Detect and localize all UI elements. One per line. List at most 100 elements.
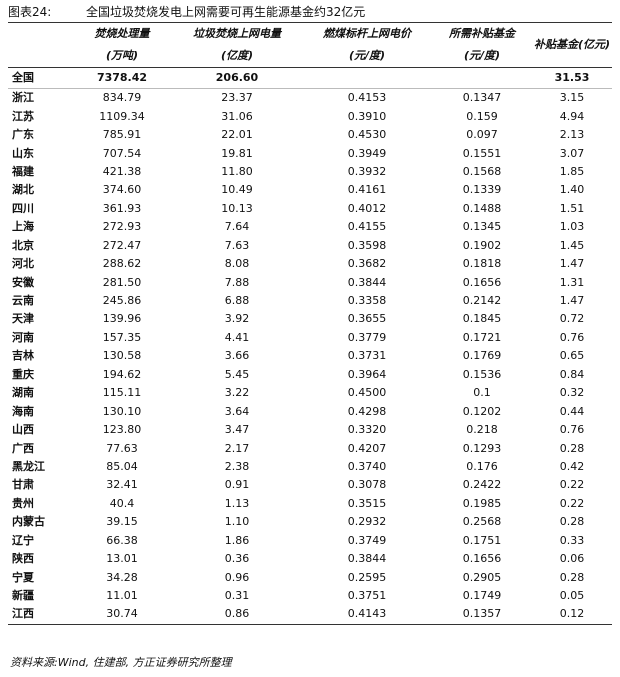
region-name: 新疆 <box>12 589 34 603</box>
cell-value: 834.79 <box>102 91 142 105</box>
region-name: 内蒙古 <box>12 515 45 529</box>
cell-value: 0.1551 <box>462 146 502 160</box>
cell-value: 0.2568 <box>462 515 502 529</box>
cell-value: 0.42 <box>559 459 585 473</box>
region-name: 山西 <box>12 423 34 437</box>
table-row: 甘肃 32.41 0.91 0.3078 0.2422 0.22 <box>8 476 612 494</box>
cell-value: 0.1721 <box>462 330 502 344</box>
cell-value: 0.3740 <box>347 459 387 473</box>
cell-value: 123.80 <box>102 423 142 437</box>
cell-value: 0.3964 <box>347 367 387 381</box>
cell-value: 1.03 <box>559 220 585 234</box>
table-row: 陕西 13.01 0.36 0.3844 0.1656 0.06 <box>8 550 612 568</box>
cell-value: 32.41 <box>106 478 138 492</box>
cell-value: 0.1568 <box>462 164 502 178</box>
cell-value: 23.37 <box>221 91 253 105</box>
region-name: 湖南 <box>12 386 34 400</box>
cell-value: 0.097 <box>466 128 498 142</box>
table-row: 云南 245.86 6.88 0.3358 0.2142 1.47 <box>8 292 612 310</box>
table-row: 新疆 11.01 0.31 0.3751 0.1749 0.05 <box>8 587 612 605</box>
region-name: 江西 <box>8 605 72 625</box>
cell-value: 0.84 <box>559 367 585 381</box>
table-row: 湖南 115.11 3.22 0.4500 0.1 0.32 <box>8 384 612 402</box>
cell-value: 3.64 <box>224 404 250 418</box>
cell-value: 0.4161 <box>347 183 387 197</box>
cell-value: 30.74 <box>72 605 172 625</box>
cell-value: 11.01 <box>106 589 138 603</box>
table-row: 广东 785.91 22.01 0.4530 0.097 2.13 <box>8 126 612 144</box>
cell-value: 0.176 <box>466 459 498 473</box>
cell-value: 39.15 <box>106 515 138 529</box>
cell-value: 66.38 <box>106 533 138 547</box>
region-name: 浙江 <box>12 91 34 105</box>
cell-value: 0.76 <box>559 330 585 344</box>
cell-value: 0.3910 <box>347 109 387 123</box>
cell-value: 157.35 <box>102 330 142 344</box>
cell-value: 7.63 <box>224 238 250 252</box>
cell-value: 0.4143 <box>302 605 432 625</box>
cell-value: 0.3598 <box>347 238 387 252</box>
figure-caption: 全国垃圾焚烧发电上网需要可再生能源基金约32亿元 <box>86 5 366 19</box>
cell-value: 361.93 <box>102 201 142 215</box>
cell-value: 1.47 <box>559 257 585 271</box>
region-name: 陕西 <box>12 552 34 566</box>
cell-value: 3.07 <box>559 146 585 160</box>
cell-value: 130.10 <box>102 404 142 418</box>
region-name: 宁夏 <box>12 570 34 584</box>
region-name: 福建 <box>12 164 34 178</box>
region-name: 安徽 <box>12 275 34 289</box>
cell-value: 0.32 <box>559 386 585 400</box>
region-name: 甘肃 <box>12 478 34 492</box>
cell-value: 0.28 <box>559 570 585 584</box>
column-unit: (元/度) <box>432 45 532 68</box>
region-name: 海南 <box>12 404 34 418</box>
cell-value: 0.3749 <box>347 533 387 547</box>
cell-value: 0.2422 <box>462 478 502 492</box>
table-row: 北京 272.47 7.63 0.3598 0.1902 1.45 <box>8 237 612 255</box>
cell-value: 13.01 <box>106 552 138 566</box>
cell-value: 707.54 <box>102 146 142 160</box>
cell-value: 374.60 <box>102 183 142 197</box>
table-row: 上海 272.93 7.64 0.4155 0.1345 1.03 <box>8 218 612 236</box>
cell-value: 0.1751 <box>462 533 502 547</box>
cell-value: 272.93 <box>102 220 142 234</box>
cell-value: 0.2595 <box>347 570 387 584</box>
region-name: 黑龙江 <box>12 459 45 473</box>
cell-value: 0.4298 <box>347 404 387 418</box>
cell-value: 0.86 <box>172 605 302 625</box>
table-row: 安徽 281.50 7.88 0.3844 0.1656 1.31 <box>8 273 612 291</box>
cell-value: 785.91 <box>102 128 142 142</box>
cell-value: 0.4153 <box>347 91 387 105</box>
cell-value: 0.44 <box>559 404 585 418</box>
cell-value: 0.76 <box>559 423 585 437</box>
cell-value: 272.47 <box>102 238 142 252</box>
cell-value: 245.86 <box>102 294 142 308</box>
cell-value: 0.3844 <box>347 552 387 566</box>
table-row: 江西 30.74 0.86 0.4143 0.1357 0.12 <box>8 605 612 625</box>
cell-value: 2.17 <box>224 441 250 455</box>
cell-value: 0.1 <box>473 386 491 400</box>
cell-value: 0.1339 <box>462 183 502 197</box>
cell-value: 0.1293 <box>462 441 502 455</box>
cell-value: 0.4207 <box>347 441 387 455</box>
region-name: 吉林 <box>12 349 34 363</box>
cell-value: 3.15 <box>559 91 585 105</box>
cell-value: 5.45 <box>224 367 250 381</box>
cell-value: 0.3779 <box>347 330 387 344</box>
cell-value: 115.11 <box>102 386 142 400</box>
header-row: (万吨) (亿度) (元/度) (元/度) <box>8 45 612 68</box>
cell-value: 0.12 <box>532 605 612 625</box>
cell-value: 0.06 <box>559 552 585 566</box>
cell-value: 0.218 <box>466 423 498 437</box>
region-name: 全国 <box>8 67 72 89</box>
cell-value: 0.2142 <box>462 294 502 308</box>
column-name: 补贴基金(亿元) <box>532 22 612 68</box>
cell-value: 1.10 <box>224 515 250 529</box>
cell-value: 0.3751 <box>347 589 387 603</box>
table-row: 山西 123.80 3.47 0.3320 0.218 0.76 <box>8 421 612 439</box>
table-row: 四川 361.93 10.13 0.4012 0.1488 1.51 <box>8 200 612 218</box>
cell-value: 1.85 <box>559 164 585 178</box>
region-name: 山东 <box>12 146 34 160</box>
cell-value: 0.1769 <box>462 349 502 363</box>
cell-value: 0.1345 <box>462 220 502 234</box>
